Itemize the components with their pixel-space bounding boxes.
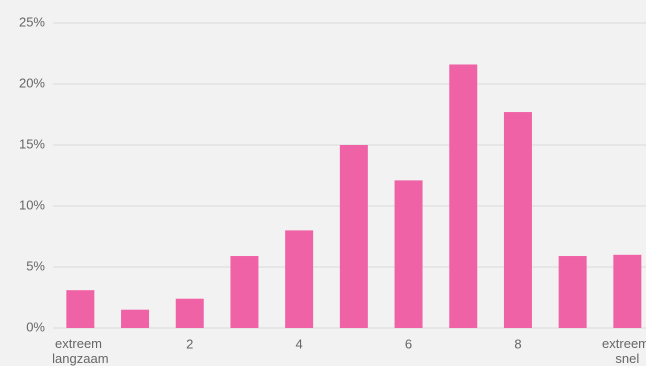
y-tick-label: 15% <box>19 136 45 151</box>
x-tick-label: extreem snel <box>602 336 646 366</box>
x-tick-label: extreem langzaam <box>52 336 108 366</box>
y-tick-label: 10% <box>19 197 45 212</box>
bar <box>230 256 259 328</box>
bar <box>613 254 642 328</box>
bar <box>449 64 478 328</box>
bar <box>285 230 314 328</box>
x-tick-label: 4 <box>296 336 303 351</box>
x-tick-label: 6 <box>405 336 412 351</box>
y-tick-label: 5% <box>26 258 45 273</box>
bar <box>121 309 150 328</box>
bar <box>175 298 204 328</box>
bar <box>339 145 368 328</box>
bar <box>503 112 532 328</box>
bar <box>66 290 95 328</box>
y-tick-label: 0% <box>26 319 45 334</box>
bar <box>558 256 587 328</box>
x-tick-label: 8 <box>514 336 521 351</box>
y-tick-label: 20% <box>19 75 45 90</box>
x-tick-label: 2 <box>186 336 193 351</box>
bar <box>394 180 423 328</box>
y-tick-label: 25% <box>19 14 45 29</box>
